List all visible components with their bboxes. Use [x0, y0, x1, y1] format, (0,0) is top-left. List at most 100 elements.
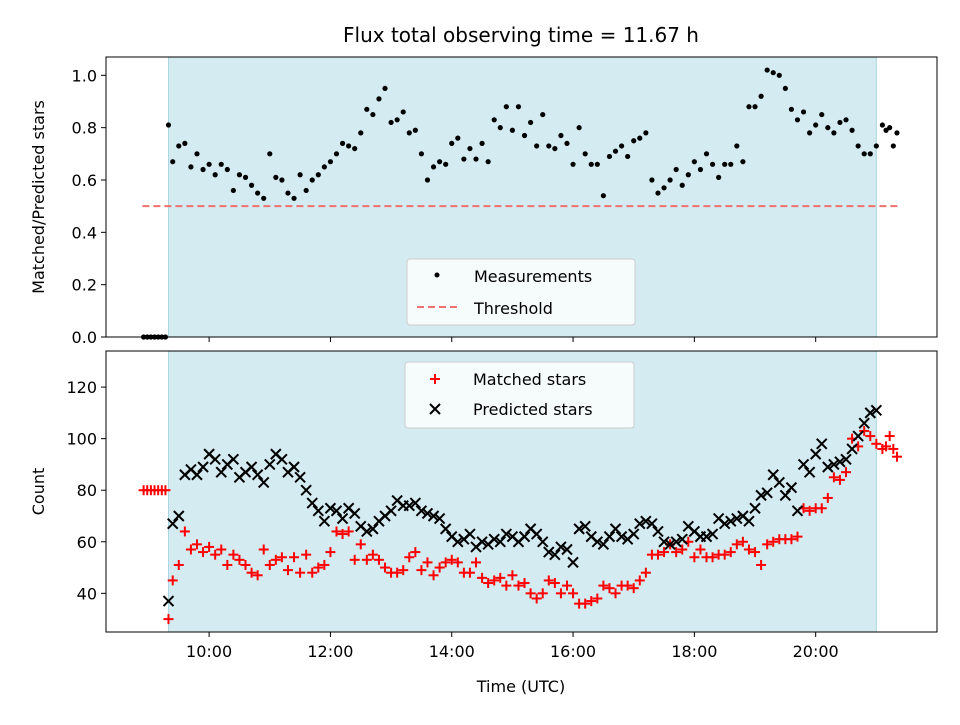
data-point: [355, 539, 366, 550]
data-point: [297, 172, 303, 178]
data-point: [649, 177, 655, 183]
legend-measurements-marker: [434, 272, 440, 278]
data-point: [507, 570, 518, 581]
data-point: [494, 536, 506, 548]
data-point: [728, 161, 734, 167]
data-point: [258, 544, 269, 555]
x-tick-label: 10:00: [186, 642, 232, 661]
data-point: [612, 148, 619, 154]
data-point: [879, 122, 886, 128]
data-point: [573, 523, 585, 535]
data-point: [746, 104, 752, 110]
data-point: [749, 502, 761, 514]
data-point: [488, 533, 500, 545]
data-point: [752, 104, 758, 110]
data-point: [327, 159, 334, 165]
data-point: [568, 588, 579, 599]
data-point: [228, 549, 239, 560]
y-tick-label: 120: [66, 378, 97, 397]
data-point: [750, 547, 761, 558]
data-point: [427, 510, 440, 522]
data-point: [198, 547, 209, 558]
data-point: [443, 161, 449, 167]
data-point: [288, 461, 300, 473]
data-point: [640, 567, 651, 578]
data-point: [421, 507, 434, 520]
data-point: [831, 130, 837, 136]
data-point: [725, 547, 736, 558]
data-point: [881, 441, 892, 452]
data-point: [816, 503, 827, 514]
x-tick-label: 20:00: [793, 642, 839, 661]
data-point: [707, 552, 718, 563]
data-point: [828, 458, 840, 471]
data-point: [671, 547, 682, 558]
ratio-y-ticks: 0.0 0.2 0.4 0.6 0.8 1.0: [72, 66, 106, 347]
data-point: [473, 156, 479, 162]
data-point: [200, 166, 206, 173]
data-point: [825, 125, 831, 131]
data-point: [625, 153, 631, 160]
data-point: [531, 593, 542, 604]
data-point: [333, 151, 340, 157]
data-point: [398, 565, 409, 576]
data-point: [467, 145, 473, 152]
data-point: [762, 539, 773, 550]
data-point: [236, 172, 243, 178]
data-point: [422, 557, 433, 568]
data-point: [400, 109, 406, 115]
data-point: [501, 580, 512, 591]
data-point: [173, 559, 184, 570]
data-point: [452, 536, 464, 548]
data-point: [600, 193, 606, 199]
data-point: [788, 106, 795, 112]
counts-axes-frame: [105, 350, 938, 633]
x-tick-label: 12:00: [307, 642, 353, 661]
data-point: [761, 487, 773, 499]
data-point: [534, 143, 540, 149]
data-point: [768, 536, 779, 547]
data-point: [430, 164, 437, 170]
data-point: [664, 538, 676, 551]
data-point: [828, 472, 839, 483]
data-point: [558, 132, 564, 139]
data-point: [224, 166, 230, 173]
data-point: [570, 161, 576, 167]
data-point: [349, 554, 360, 565]
legend-cross-glyph: [429, 403, 441, 415]
data-point: [276, 453, 288, 465]
data-point: [773, 476, 785, 489]
data-point: [628, 583, 639, 594]
data-point: [861, 151, 867, 157]
data-point: [890, 143, 896, 149]
measurements-series: [141, 67, 900, 340]
data-point: [858, 417, 870, 429]
data-point: [270, 554, 281, 565]
data-point: [367, 523, 379, 535]
legend-predicted-label: Predicted stars: [473, 400, 593, 419]
data-point: [234, 554, 245, 565]
data-point: [549, 548, 561, 561]
data-point: [358, 130, 364, 136]
data-point: [295, 567, 306, 578]
data-point: [734, 143, 740, 149]
data-point: [546, 143, 552, 149]
data-point: [549, 578, 560, 589]
data-point: [870, 404, 883, 417]
data-point: [628, 528, 640, 540]
data-point: [646, 518, 658, 530]
data-point: [282, 565, 293, 576]
data-point: [388, 119, 394, 126]
data-point: [376, 96, 382, 102]
data-point: [564, 140, 570, 146]
data-point: [843, 117, 849, 123]
data-point: [779, 489, 792, 502]
data-point: [609, 523, 622, 535]
data-point: [255, 190, 261, 196]
data-point: [209, 453, 221, 465]
data-point: [392, 567, 403, 578]
data-point: [597, 538, 610, 551]
counts-legend: Matched stars Predicted stars: [404, 361, 635, 429]
data-point: [767, 469, 779, 481]
data-point: [433, 512, 446, 525]
